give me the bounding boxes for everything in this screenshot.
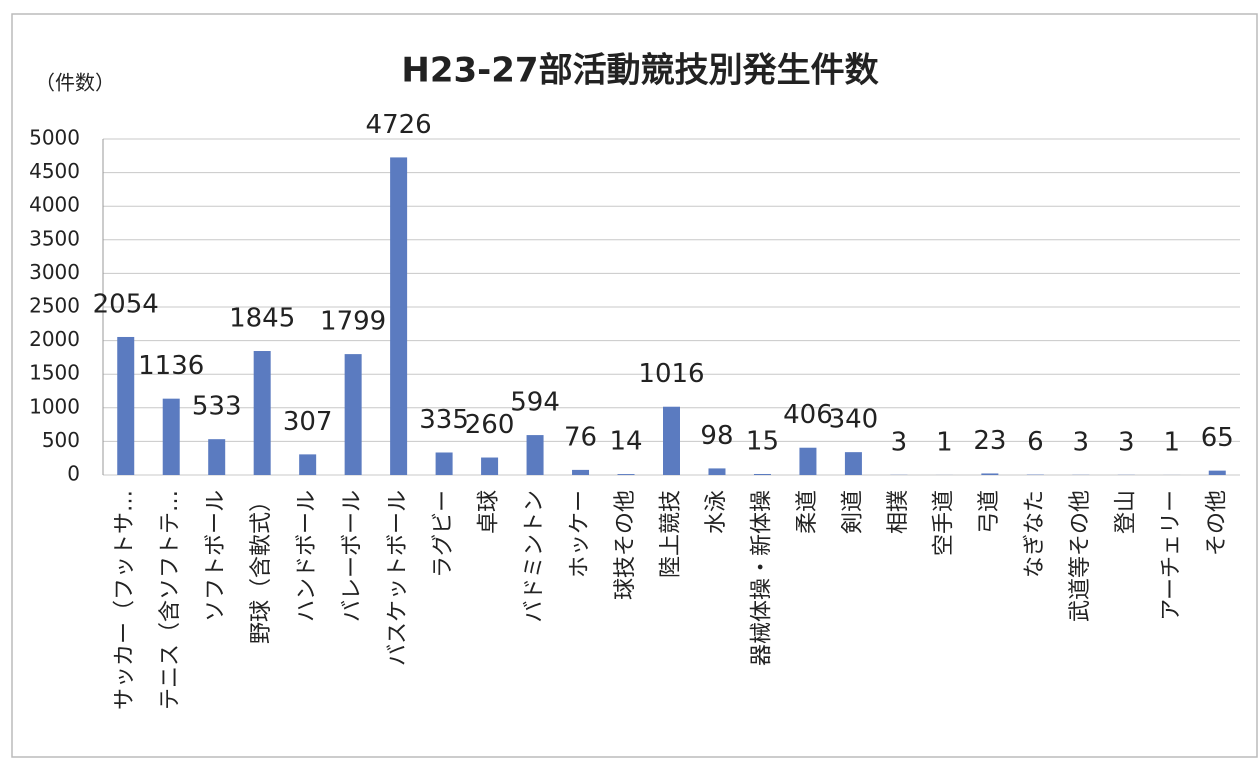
y-tick-label: 4500 xyxy=(29,159,80,183)
x-tick-label: 武道等その他 xyxy=(1068,490,1093,622)
chart-title: H23-27部活動競技別発生件数 xyxy=(401,51,878,91)
data-label: 307 xyxy=(283,407,333,437)
x-tick-label: テニス（含ソフトテ… xyxy=(158,490,183,710)
x-tick-label: 弓道 xyxy=(977,490,1002,534)
x-tick-label: 柔道 xyxy=(795,490,820,534)
y-axis-label: （件数） xyxy=(35,71,115,95)
x-tick-label: 登山 xyxy=(1113,490,1138,534)
x-tick-label: バドミントン xyxy=(522,490,547,623)
bar xyxy=(572,469,590,475)
x-tick-label: 球技その他 xyxy=(613,490,638,600)
data-label: 594 xyxy=(510,388,560,418)
data-label: 6 xyxy=(1027,427,1044,457)
x-tick-label: その他 xyxy=(1204,490,1229,556)
data-label: 76 xyxy=(564,422,597,452)
data-label: 335 xyxy=(419,405,469,435)
bar xyxy=(617,474,635,475)
data-label: 533 xyxy=(192,392,242,422)
bar xyxy=(526,435,544,475)
data-label: 340 xyxy=(829,405,879,435)
data-label: 98 xyxy=(700,421,733,451)
x-tick-label: 水泳 xyxy=(704,490,729,534)
y-tick-label: 3500 xyxy=(29,226,80,250)
bar xyxy=(708,468,726,475)
data-label: 1799 xyxy=(320,307,386,337)
x-tick-label: サッカー（フットサ… xyxy=(113,490,138,710)
data-label: 3 xyxy=(891,427,908,457)
bar xyxy=(299,454,317,475)
y-tick-label: 0 xyxy=(67,462,80,486)
data-label: 3 xyxy=(1073,427,1090,457)
bar xyxy=(344,354,362,475)
bar xyxy=(253,351,271,475)
bar xyxy=(663,406,680,475)
data-label: 1016 xyxy=(638,359,704,389)
x-tick-label: ハンドボール xyxy=(295,490,320,622)
bar xyxy=(981,473,999,475)
data-label: 23 xyxy=(973,426,1006,456)
data-label: 1136 xyxy=(138,351,204,381)
x-tick-label: 野球（含軟式） xyxy=(249,490,274,644)
x-tick-label: 相撲 xyxy=(886,490,911,534)
chart-frame xyxy=(11,13,1258,758)
x-tick-label: ラグビー xyxy=(431,490,456,578)
data-label: 15 xyxy=(746,426,779,456)
data-label: 65 xyxy=(1201,423,1234,453)
bar xyxy=(208,439,226,475)
x-tick-label: 器械体操・新体操 xyxy=(749,490,774,666)
bar xyxy=(481,457,499,475)
bar xyxy=(435,452,453,475)
data-label: 3 xyxy=(1118,427,1135,457)
x-tick-label: ホッケー xyxy=(568,490,593,578)
bar xyxy=(390,157,408,476)
data-label: 4726 xyxy=(366,110,432,140)
data-label: 1 xyxy=(936,427,953,457)
bar xyxy=(1208,470,1226,475)
data-label: 406 xyxy=(783,400,833,430)
bar xyxy=(799,447,817,475)
x-tick-label: 空手道 xyxy=(931,490,956,556)
bar xyxy=(844,452,862,475)
bar xyxy=(117,336,135,475)
data-label: 14 xyxy=(609,427,642,457)
y-tick-label: 2500 xyxy=(29,294,80,318)
x-tick-label: バスケットボール xyxy=(386,490,411,666)
y-tick-label: 1500 xyxy=(29,361,80,385)
x-tick-label: バレーボール xyxy=(340,490,365,622)
y-tick-label: 3000 xyxy=(29,260,80,284)
x-tick-label: ソフトボール xyxy=(204,490,229,622)
data-label: 1 xyxy=(1164,427,1181,457)
y-tick-label: 2000 xyxy=(29,327,80,351)
x-tick-label: 剣道 xyxy=(840,490,865,534)
bar xyxy=(753,473,771,475)
data-label: 2054 xyxy=(93,289,159,319)
data-label: 260 xyxy=(465,410,515,440)
y-tick-label: 1000 xyxy=(29,394,80,418)
x-tick-label: なぎなた xyxy=(1022,490,1047,578)
y-tick-label: 4000 xyxy=(29,193,80,217)
y-tick-label: 500 xyxy=(42,428,80,452)
x-tick-label: アーチェリー xyxy=(1159,490,1184,621)
data-label: 1845 xyxy=(229,304,295,334)
bar xyxy=(162,398,180,475)
x-tick-label: 陸上競技 xyxy=(659,490,684,578)
y-tick-label: 5000 xyxy=(29,126,80,150)
x-tick-label: 卓球 xyxy=(477,490,502,534)
